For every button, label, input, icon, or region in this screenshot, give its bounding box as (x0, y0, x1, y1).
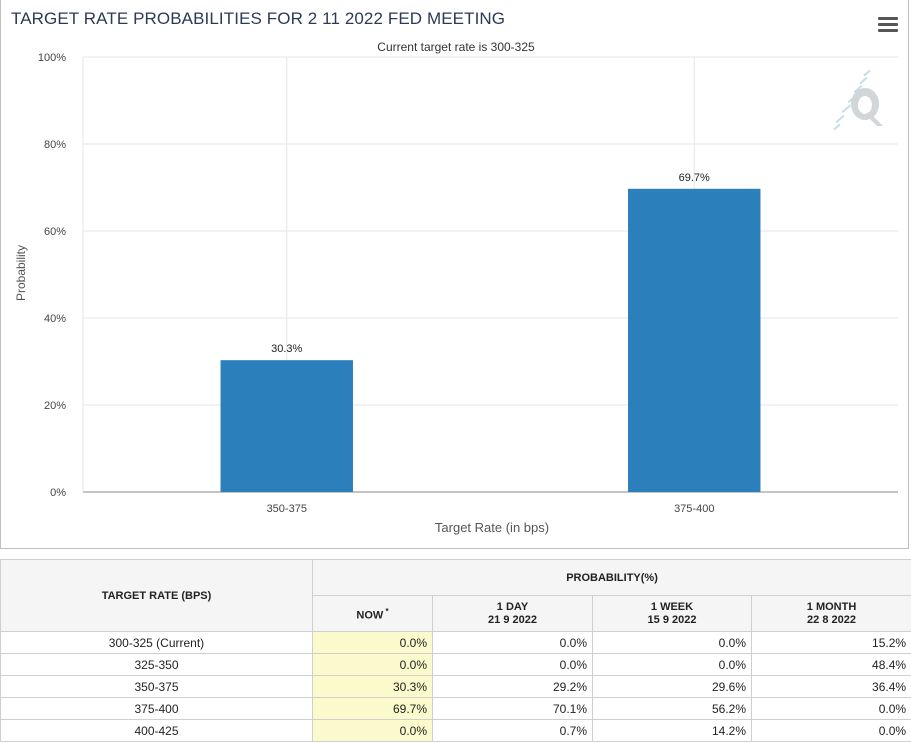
cell-month: 0.0% (752, 698, 911, 720)
chart-subtitle: Current target rate is 300-325 (377, 40, 535, 54)
bar-375-400[interactable] (628, 189, 760, 492)
cell-now: 0.0% (313, 632, 433, 654)
probability-table-wrap: TARGET RATE (BPS) PROBABILITY(%) NOW *1 … (0, 559, 911, 742)
cell-month: 36.4% (752, 676, 911, 698)
cell-month: 0.0% (752, 720, 911, 742)
y-tick-label: 60% (44, 226, 66, 238)
cell-month: 15.2% (752, 632, 911, 654)
cell-now: 0.0% (313, 654, 433, 676)
bar-350-375[interactable] (221, 360, 353, 492)
y-tick-label: 0% (50, 487, 66, 499)
q-logo-icon (829, 66, 889, 138)
cell-week: 56.2% (593, 698, 752, 720)
cell-rate: 375-400 (1, 698, 313, 720)
bar-chart: 0% 20% 40% 60% 80% 100% 30.3% 350-375 69.7% 375-4… (1, 0, 910, 549)
cell-day: 29.2% (433, 676, 593, 698)
cell-rate: 325-350 (1, 654, 313, 676)
header-probability: PROBABILITY(%) (313, 560, 911, 596)
cell-day: 0.0% (433, 654, 593, 676)
cell-rate: 300-325 (Current) (1, 632, 313, 654)
header-now: NOW * (313, 596, 433, 632)
y-tick-label: 80% (44, 139, 66, 151)
x-tick-label: 350-375 (267, 503, 307, 515)
bar-data-label: 69.7% (679, 172, 710, 184)
cell-day: 0.7% (433, 720, 593, 742)
y-tick-label: 40% (44, 313, 66, 325)
bar-data-label: 30.3% (271, 343, 302, 355)
header-target-rate: TARGET RATE (BPS) (1, 560, 313, 632)
x-axis-label: Target Rate (in bps) (435, 520, 549, 535)
cell-now: 30.3% (313, 676, 433, 698)
chart-panel: TARGET RATE PROBABILITIES FOR 2 11 2022 … (0, 0, 909, 549)
cell-now: 69.7% (313, 698, 433, 720)
cell-day: 70.1% (433, 698, 593, 720)
cell-day: 0.0% (433, 632, 593, 654)
cell-now: 0.0% (313, 720, 433, 742)
cell-rate: 350-375 (1, 676, 313, 698)
cell-week: 0.0% (593, 654, 752, 676)
probability-table: TARGET RATE (BPS) PROBABILITY(%) NOW *1 … (0, 559, 911, 742)
cell-week: 0.0% (593, 632, 752, 654)
cell-week: 14.2% (593, 720, 752, 742)
cell-rate: 400-425 (1, 720, 313, 742)
x-tick-label: 375-400 (674, 503, 714, 515)
cell-month: 48.4% (752, 654, 911, 676)
table-row: 300-325 (Current)0.0%0.0%0.0%15.2% (1, 632, 911, 654)
cell-week: 29.6% (593, 676, 752, 698)
y-axis-label: Probability (14, 245, 28, 301)
y-tick-label: 20% (44, 400, 66, 412)
y-tick-label: 100% (38, 52, 66, 64)
